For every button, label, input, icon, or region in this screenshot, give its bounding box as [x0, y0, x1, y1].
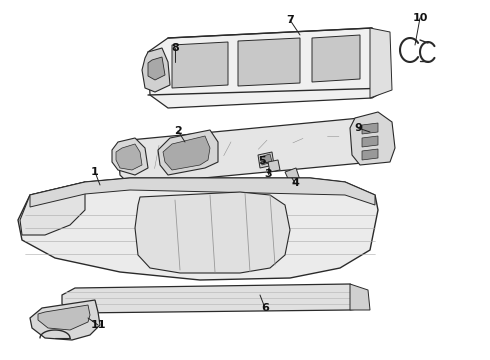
Polygon shape — [350, 112, 395, 165]
Polygon shape — [258, 152, 274, 168]
Polygon shape — [268, 160, 280, 172]
Polygon shape — [148, 28, 390, 108]
Text: 3: 3 — [264, 169, 272, 179]
Polygon shape — [163, 136, 210, 170]
Polygon shape — [364, 120, 388, 140]
Polygon shape — [312, 35, 360, 82]
Polygon shape — [172, 42, 228, 88]
Polygon shape — [112, 138, 148, 175]
Text: 10: 10 — [412, 13, 428, 23]
Text: 8: 8 — [171, 43, 179, 53]
Text: 7: 7 — [286, 15, 294, 25]
Polygon shape — [135, 192, 290, 273]
Polygon shape — [38, 305, 90, 330]
Text: 2: 2 — [174, 126, 182, 136]
Text: 6: 6 — [261, 303, 269, 313]
Polygon shape — [370, 28, 392, 98]
Polygon shape — [62, 284, 365, 313]
Text: 11: 11 — [90, 320, 106, 330]
Polygon shape — [158, 130, 218, 175]
Text: 4: 4 — [291, 178, 299, 188]
Text: 1: 1 — [91, 167, 99, 177]
Polygon shape — [260, 154, 272, 165]
Polygon shape — [362, 149, 378, 160]
Polygon shape — [285, 168, 300, 183]
Polygon shape — [142, 48, 170, 92]
Polygon shape — [238, 38, 300, 86]
Polygon shape — [118, 118, 370, 185]
Polygon shape — [148, 57, 165, 80]
Polygon shape — [362, 136, 378, 147]
Polygon shape — [362, 123, 378, 134]
Polygon shape — [18, 178, 378, 280]
Polygon shape — [116, 144, 142, 170]
Text: 5: 5 — [258, 156, 266, 166]
Polygon shape — [350, 284, 370, 310]
Text: 9: 9 — [354, 123, 362, 133]
Polygon shape — [20, 182, 85, 235]
Polygon shape — [30, 300, 100, 340]
Polygon shape — [30, 178, 375, 207]
